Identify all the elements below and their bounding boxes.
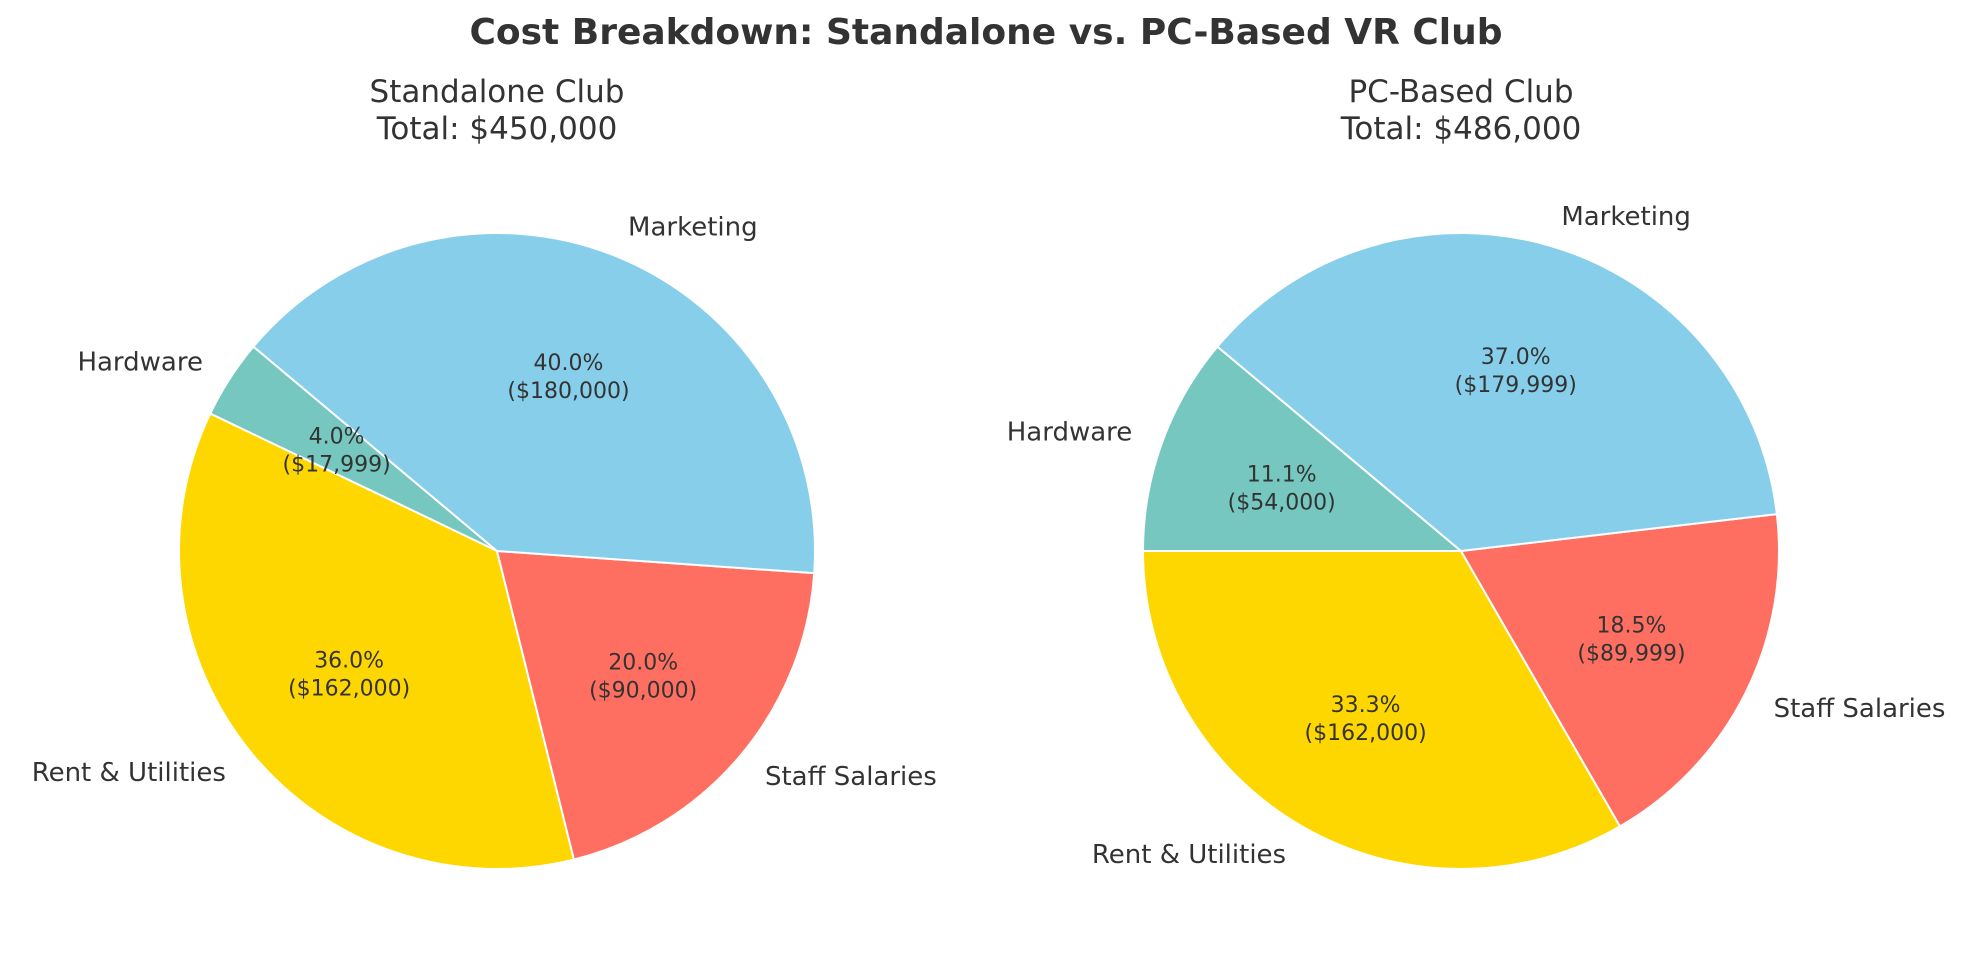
slice-percent-label: 4.0% xyxy=(309,425,365,450)
slice-value-label: ($162,000) xyxy=(1305,721,1427,746)
slice-percent-label: 33.3% xyxy=(1331,693,1401,718)
slice-label: Marketing xyxy=(628,213,758,243)
slice-percent-label: 40.0% xyxy=(534,351,604,376)
pie-slice-marketing xyxy=(251,232,816,575)
pie-title-line1: PC-Based Club xyxy=(1348,74,1573,110)
figure-title: Cost Breakdown: Standalone vs. PC-Based … xyxy=(469,12,1502,53)
pie-slice-rent-utilities xyxy=(178,412,576,870)
slice-label: Rent & Utilities xyxy=(32,758,226,788)
slice-value-label: ($179,999) xyxy=(1455,373,1577,398)
slice-value-label: ($17,999) xyxy=(283,453,391,478)
slice-value-label: ($89,999) xyxy=(1577,642,1685,667)
slice-value-label: ($90,000) xyxy=(589,679,697,704)
pie-slice-staff-salaries xyxy=(495,549,816,861)
slice-percent-label: 36.0% xyxy=(314,649,384,674)
pie-title-line2: Total: $450,000 xyxy=(376,111,618,147)
pie-slice-hardware xyxy=(1141,345,1464,553)
slice-value-label: ($180,000) xyxy=(507,379,629,404)
pie-slice-rent-utilities xyxy=(1141,549,1622,870)
slice-label: Hardware xyxy=(77,348,203,378)
slice-label: Rent & Utilities xyxy=(1092,840,1286,870)
pie-slice-staff-salaries xyxy=(1459,512,1780,828)
slice-label: Marketing xyxy=(1561,202,1691,232)
standalone-pie: Standalone Club Total: $450,000 Hardware… xyxy=(32,74,937,870)
slice-label: Staff Salaries xyxy=(1774,694,1946,724)
slice-value-label: ($162,000) xyxy=(288,677,410,702)
pie-title-line2: Total: $486,000 xyxy=(1340,111,1582,147)
slice-percent-label: 11.1% xyxy=(1247,463,1317,488)
slice-percent-label: 37.0% xyxy=(1481,345,1551,370)
pc-based-pie: PC-Based Club Total: $486,000 Hardware 11… xyxy=(1007,74,1946,870)
slice-label: Hardware xyxy=(1007,417,1133,447)
slice-percent-label: 20.0% xyxy=(608,651,678,676)
slice-label: Staff Salaries xyxy=(765,762,937,792)
pie-title-line1: Standalone Club xyxy=(370,74,625,110)
slice-percent-label: 18.5% xyxy=(1597,614,1667,639)
pie-slice-marketing xyxy=(1215,232,1778,553)
slice-value-label: ($54,000) xyxy=(1228,491,1336,516)
